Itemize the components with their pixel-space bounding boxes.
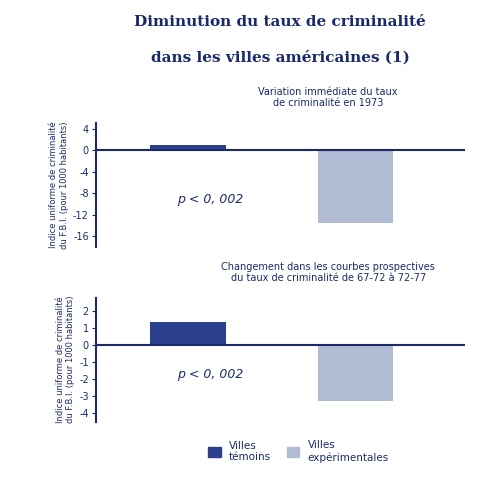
- Legend: Villes
témoins, Villes
expérimentales: Villes témoins, Villes expérimentales: [204, 436, 393, 467]
- Y-axis label: Indice uniforme de criminalité
du F.B.I. (pour 1000 habitants): Indice uniforme de criminalité du F.B.I.…: [56, 296, 75, 423]
- Text: dans les villes américaines (1): dans les villes américaines (1): [151, 50, 410, 65]
- Text: p < 0, 002: p < 0, 002: [177, 368, 243, 381]
- Text: Variation immédiate du taux
de criminalité en 1973: Variation immédiate du taux de criminali…: [258, 87, 398, 108]
- Bar: [318, 150, 393, 223]
- Bar: [150, 322, 226, 346]
- Bar: [150, 145, 226, 150]
- Bar: [318, 346, 393, 401]
- Text: Changement dans les courbes prospectives
du taux de criminalité de 67-72 à 72-77: Changement dans les courbes prospectives…: [221, 261, 435, 283]
- Text: Diminution du taux de criminalité: Diminution du taux de criminalité: [134, 15, 426, 29]
- Y-axis label: Indice uniforme de criminalité
du F.B.I. (pour 1000 habitants): Indice uniforme de criminalité du F.B.I.…: [49, 121, 69, 249]
- Text: p < 0, 002: p < 0, 002: [177, 193, 243, 206]
